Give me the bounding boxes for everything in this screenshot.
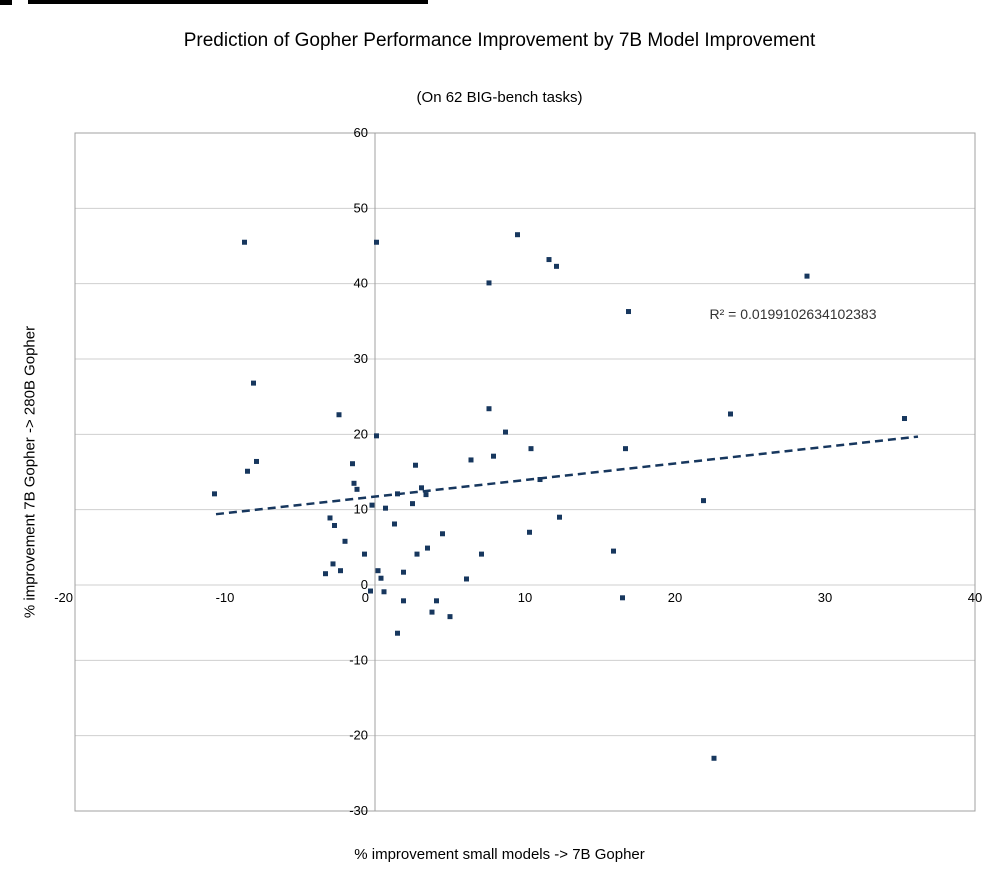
chart-subtitle: (On 62 BIG-bench tasks) [416, 89, 583, 106]
data-point [491, 453, 496, 459]
top-edge-line [28, 0, 428, 4]
data-point [804, 273, 810, 279]
data-point [440, 531, 445, 537]
data-point [626, 309, 631, 315]
data-point [423, 492, 429, 498]
data-point [351, 480, 357, 486]
data-point [711, 755, 717, 761]
chart-title: Prediction of Gopher Performance Improve… [183, 30, 816, 51]
data-point [242, 239, 247, 245]
data-point [245, 468, 250, 474]
y-tick-label: -20 [349, 728, 368, 743]
data-point [419, 485, 424, 491]
data-point [623, 446, 628, 452]
data-point [486, 280, 492, 286]
data-point [374, 433, 379, 439]
y-tick-label: 10 [354, 502, 368, 517]
data-point [401, 598, 406, 604]
y-tick-label: 30 [354, 351, 368, 366]
data-point [701, 498, 706, 504]
data-point [330, 561, 336, 567]
data-point [503, 429, 508, 435]
data-point [350, 461, 355, 467]
y-tick-label: 40 [354, 276, 368, 291]
data-point [362, 551, 367, 557]
data-point [338, 568, 343, 574]
x-tick-label: 0 [362, 590, 369, 605]
data-point [378, 575, 384, 581]
data-point [354, 486, 360, 492]
data-point [902, 416, 907, 422]
data-point [537, 477, 543, 483]
data-point [546, 257, 552, 263]
trendline [215, 435, 919, 516]
data-point [369, 502, 375, 508]
data-point [327, 515, 333, 521]
data-point [381, 589, 387, 595]
data-point [374, 239, 379, 245]
x-tick-label: 40 [968, 590, 982, 605]
data-point [401, 569, 406, 575]
data-point [254, 458, 259, 464]
data-point [383, 505, 388, 511]
data-point [557, 514, 562, 520]
x-tick-label: -10 [216, 590, 235, 605]
data-point [413, 462, 418, 468]
y-tick-label: 20 [354, 426, 368, 441]
data-point [527, 529, 532, 535]
top-edge-artifact [0, 0, 12, 5]
data-point [332, 522, 337, 528]
data-point [468, 457, 474, 463]
data-point [336, 412, 342, 418]
data-point [251, 380, 256, 386]
x-axis-title: % improvement small models -> 7B Gopher [354, 846, 645, 863]
data-point [342, 538, 348, 544]
data-point [464, 576, 469, 582]
data-point [425, 545, 430, 551]
data-point [429, 609, 435, 615]
data-point [323, 571, 328, 577]
data-point [528, 446, 534, 452]
data-point [479, 551, 484, 557]
x-tick-label: -20 [54, 590, 73, 605]
data-point [368, 588, 373, 594]
data-point [515, 232, 520, 238]
data-point [395, 491, 400, 497]
data-point [447, 614, 453, 620]
x-tick-label: 30 [818, 590, 832, 605]
data-point [611, 548, 616, 554]
y-tick-label: 60 [354, 125, 368, 140]
data-point [395, 630, 400, 636]
data-point [375, 568, 381, 574]
data-point [486, 406, 492, 412]
data-point [392, 521, 397, 527]
data-point [410, 501, 415, 507]
data-point [554, 263, 559, 269]
data-point [212, 491, 217, 497]
r-squared-label: R² = 0.0199102634102383 [710, 306, 877, 322]
y-tick-label: -30 [349, 803, 368, 818]
data-point [728, 411, 733, 417]
data-point [414, 551, 420, 557]
x-tick-label: 10 [518, 590, 532, 605]
data-point [434, 598, 439, 604]
data-point [620, 595, 625, 601]
plot-border [74, 132, 976, 812]
x-tick-label: 20 [668, 590, 682, 605]
y-tick-label: 50 [354, 200, 368, 215]
y-tick-label: 0 [361, 577, 368, 592]
y-tick-label: -10 [349, 652, 368, 667]
